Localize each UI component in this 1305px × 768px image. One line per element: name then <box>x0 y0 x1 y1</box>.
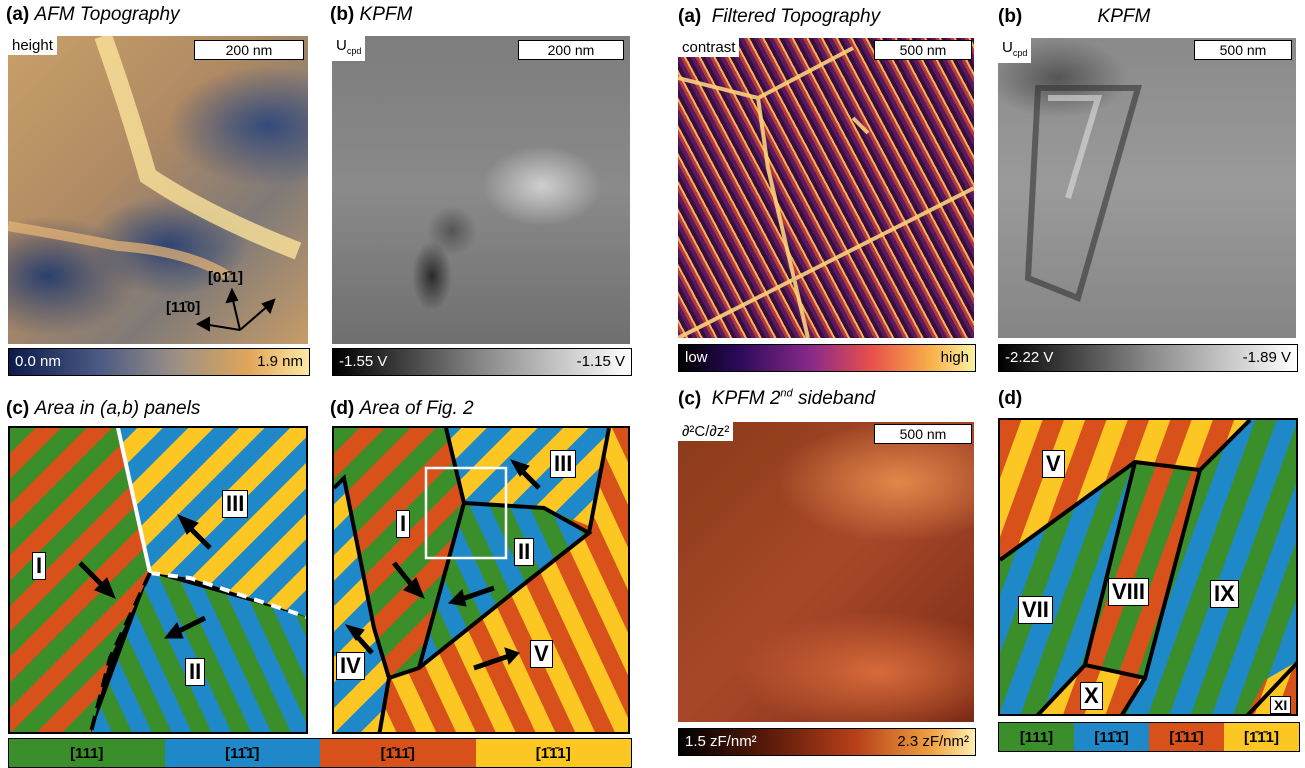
cbar-min: 1.5 zF/nm² <box>685 733 757 750</box>
domain-color-legend: [111] [11̄1̄] [1̄11̄] [1̄1̄1] <box>998 722 1300 752</box>
crystal-direction-arrows: [01̄1] [11̄0] <box>166 269 276 332</box>
cbar-min: 0.0 nm <box>15 353 61 370</box>
sideband-colorbar: 1.5 zF/nm² 2.3 zF/nm² <box>678 728 976 756</box>
d2c-label: ∂²C/∂z² <box>678 422 734 441</box>
cbar-max: 2.3 zF/nm² <box>897 733 969 750</box>
panel-a-title: (a) Filtered Topography <box>678 6 881 27</box>
domain-label-VIII: VIII <box>1108 578 1150 606</box>
cbar-max: 1.9 nm <box>257 353 303 370</box>
legend-item: [1̄1̄1] <box>1224 723 1299 751</box>
panel-b-title: (b) KPFM <box>998 6 1151 27</box>
panel-d-title: (d) <box>998 388 1023 409</box>
legend-item: [1̄11̄] <box>320 739 476 767</box>
domain-label-I: I <box>396 510 411 538</box>
legend-item: [111] <box>9 739 165 767</box>
kpfm-colorbar: -2.22 V -1.89 V <box>998 344 1298 372</box>
cbar-max: high <box>940 349 969 366</box>
legend-item: [111] <box>999 723 1074 751</box>
kpfm-domain-outline <box>1024 85 1142 303</box>
domain-label-VII: VII <box>1018 596 1053 624</box>
ucpd-label: Ucpd <box>998 38 1032 63</box>
cbar-min: low <box>685 349 708 366</box>
height-colorbar: 0.0 nm 1.9 nm <box>8 348 310 376</box>
kpfm-image: Ucpd 200 nm <box>332 36 630 344</box>
cbar-min: -2.22 V <box>1005 349 1054 366</box>
scale-bar: 500 nm <box>874 40 972 60</box>
kpfm-image: Ucpd 500 nm <box>998 38 1296 338</box>
panel-b-title: (b) KPFM <box>330 4 413 25</box>
cbar-min: -1.55 V <box>339 353 388 370</box>
domain-schematic-d: V VII VIII IX X XI <box>998 418 1298 716</box>
filtered-topography-image: contrast 500 nm <box>678 38 974 338</box>
domain-label-V: V <box>530 640 553 668</box>
domain-label-II: II <box>514 538 535 566</box>
domain-label-III: III <box>550 450 577 478</box>
domain-label-I: I <box>32 552 47 580</box>
scale-bar: 500 nm <box>1194 40 1292 60</box>
kpfm-colorbar: -1.55 V -1.15 V <box>332 348 632 376</box>
domain-label-XI: XI <box>1270 696 1292 714</box>
height-label: height <box>8 36 57 55</box>
legend-item: [1̄1̄1] <box>475 739 631 767</box>
legend-item: [11̄1̄] <box>1074 723 1149 751</box>
legend-item: [1̄11̄] <box>1149 723 1224 751</box>
scale-bar: 200 nm <box>194 40 304 60</box>
scale-bar: 500 nm <box>874 424 972 444</box>
afm-topography-image: height 200 nm [01̄1] [11̄0] <box>8 36 308 344</box>
legend-item: [11̄1̄] <box>164 739 320 767</box>
domain-label-IX: IX <box>1210 580 1239 608</box>
afm-ridge <box>8 36 302 281</box>
scale-bar: 200 nm <box>518 40 624 60</box>
ucpd-label: Ucpd <box>332 36 366 61</box>
contrast-label: contrast <box>678 38 740 57</box>
domain-schematic-d: I II III IV V <box>332 426 630 734</box>
domain-label-IV: IV <box>336 652 365 680</box>
domain-label-III: III <box>222 490 249 518</box>
panel-c-title: (c) Area in (a,b) panels <box>6 398 201 419</box>
panel-a-title: (a) AFM Topography <box>6 4 180 25</box>
topography-colorbar: low high <box>678 344 976 372</box>
domain-label-X: X <box>1080 682 1103 710</box>
panel-c-title: (c) KPFM 2nd sideband <box>678 388 876 410</box>
topography-ridges <box>678 46 974 338</box>
direction-label-2: [11̄0] <box>166 299 200 316</box>
domain-label-V: V <box>1042 450 1065 478</box>
panel-d-title: (d) Area of Fig. 2 <box>330 398 474 419</box>
cbar-max: -1.15 V <box>576 353 625 370</box>
direction-label-1: [01̄1] <box>208 269 243 286</box>
cbar-max: -1.89 V <box>1242 349 1291 366</box>
domain-color-legend: [111] [11̄1̄] [1̄11̄] [1̄1̄1] <box>8 738 632 768</box>
kpfm-sideband-image: ∂²C/∂z² 500 nm <box>678 422 974 722</box>
domain-label-II: II <box>185 658 206 686</box>
domain-schematic-c: I II III <box>8 426 308 734</box>
